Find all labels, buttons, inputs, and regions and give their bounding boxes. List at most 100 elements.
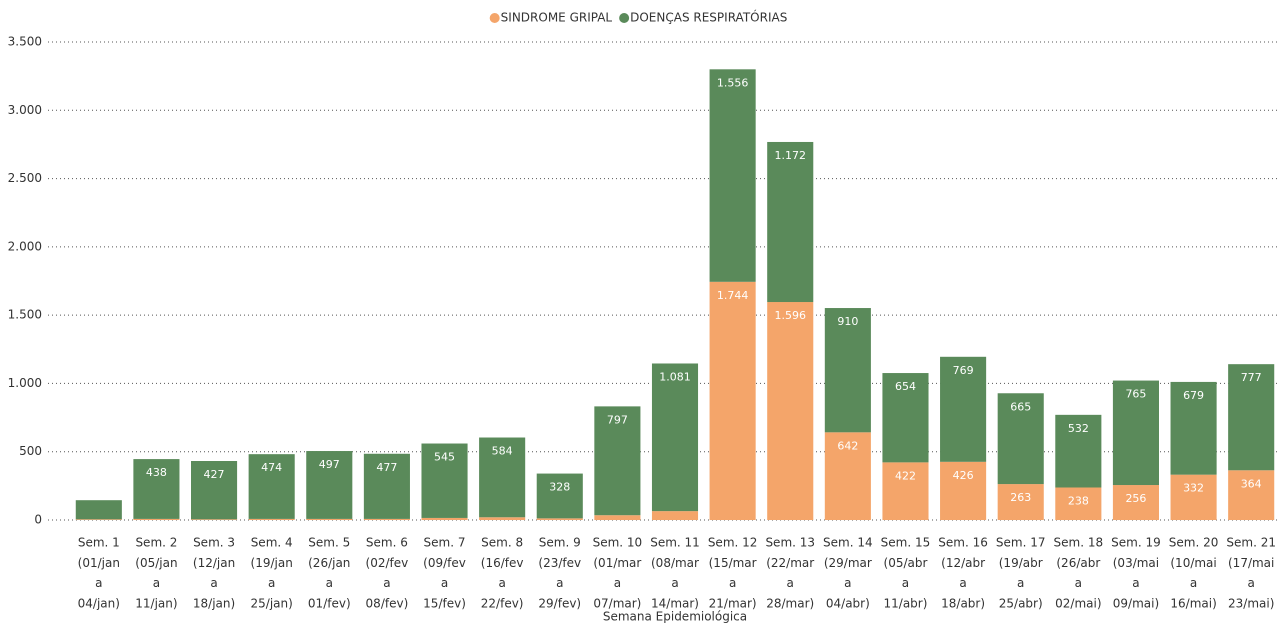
x-tick-label: (09/fev: [423, 556, 466, 570]
x-tick-label: a: [614, 576, 621, 590]
x-tick-label: (12/abr: [941, 556, 985, 570]
x-tick-label: (03/mai: [1113, 556, 1159, 570]
x-tick-label: 11/abr): [884, 596, 928, 610]
x-tick-label: (23/fev: [538, 556, 581, 570]
x-tick-label: Sem. 6: [366, 536, 408, 550]
bar-segment: [536, 518, 583, 520]
bar-segment: [651, 511, 699, 520]
bar-segment: [421, 517, 468, 520]
bar-segment: [536, 473, 583, 519]
bar-segment: [248, 518, 295, 520]
x-tick-label: a: [844, 576, 851, 590]
legend-label: SINDROME GRIPAL: [501, 11, 613, 25]
data-label: 1.081: [659, 370, 691, 383]
bar-segment: [191, 461, 238, 520]
data-label: 777: [1241, 371, 1262, 384]
bar-segment: [1055, 414, 1102, 488]
bar-segment: [75, 500, 122, 520]
x-tick-label: (01/jan: [78, 556, 120, 570]
data-label: 427: [204, 468, 225, 481]
x-tick-label: a: [959, 576, 966, 590]
x-tick-label: (08/mar: [651, 556, 699, 570]
x-tick-label: (15/mar: [709, 556, 757, 570]
bar-segment: [997, 393, 1044, 485]
x-tick-label: a: [1190, 576, 1197, 590]
x-tick-label: 25/jan): [251, 596, 293, 610]
x-tick-label: a: [95, 576, 102, 590]
x-tick-label: a: [153, 576, 160, 590]
x-tick-label: 18/abr): [941, 596, 985, 610]
bar-segment: [709, 281, 756, 520]
bar-segment: [709, 69, 756, 282]
data-label: 642: [837, 439, 858, 452]
x-tick-label: (02/fev: [366, 556, 409, 570]
bar-segment: [594, 515, 641, 520]
bar-segment: [940, 461, 987, 520]
x-tick-label: a: [210, 576, 217, 590]
x-tick-label: 28/mar): [766, 596, 814, 610]
y-tick-label: 3.500: [8, 35, 42, 49]
x-tick-label: Sem. 14: [823, 536, 873, 550]
x-tick-label: (19/abr: [999, 556, 1043, 570]
x-tick-label: a: [268, 576, 275, 590]
x-tick-label: Sem. 3: [193, 536, 235, 550]
bar-segment: [191, 519, 238, 520]
bar-segment: [306, 518, 353, 520]
x-tick-label: Sem. 11: [650, 536, 700, 550]
x-tick-label: a: [326, 576, 333, 590]
x-tick-label: 22/fev): [481, 596, 524, 610]
x-tick-label: (10/mai: [1170, 556, 1216, 570]
x-tick-label: a: [1248, 576, 1255, 590]
y-tick-label: 2.000: [8, 239, 42, 253]
bar-segment: [133, 459, 180, 519]
data-label: 364: [1241, 477, 1262, 490]
x-tick-label: 23/mai): [1228, 596, 1274, 610]
x-tick-label: 04/jan): [78, 596, 120, 610]
x-tick-label: 15/fev): [423, 596, 466, 610]
x-tick-label: Sem. 16: [938, 536, 988, 550]
x-tick-label: Sem. 18: [1054, 536, 1104, 550]
x-tick-label: a: [1075, 576, 1082, 590]
x-tick-label: Sem. 21: [1226, 536, 1276, 550]
x-tick-label: Sem. 2: [135, 536, 177, 550]
data-label: 679: [1183, 389, 1204, 402]
bar-segment: [1055, 487, 1102, 520]
x-tick-label: 25/abr): [999, 596, 1043, 610]
data-label: 765: [1125, 388, 1146, 401]
x-tick-label: a: [1017, 576, 1024, 590]
data-label: 1.744: [717, 289, 749, 302]
x-tick-label: 09/mai): [1113, 596, 1159, 610]
bar-segment: [882, 373, 929, 463]
x-tick-label: (05/jan: [135, 556, 177, 570]
x-tick-label: 01/fev): [308, 596, 351, 610]
x-tick-label: Sem. 8: [481, 536, 523, 550]
bar-segment: [997, 484, 1044, 520]
x-tick-label: 07/mar): [593, 596, 641, 610]
y-tick-label: 1.500: [8, 308, 42, 322]
data-label: 654: [895, 380, 916, 393]
x-tick-label: 02/mai): [1055, 596, 1101, 610]
x-tick-label: Sem. 5: [308, 536, 350, 550]
x-tick-label: 08/fev): [366, 596, 409, 610]
data-label: 438: [146, 466, 167, 479]
bar-segment: [1228, 470, 1275, 520]
legend-marker: [489, 13, 500, 23]
bar-segment: [1228, 364, 1275, 471]
legend-label: DOENÇAS RESPIRATÓRIAS: [630, 10, 787, 25]
x-tick-label: Sem. 10: [593, 536, 643, 550]
bar-segment: [133, 518, 180, 520]
data-label: 1.556: [717, 76, 749, 89]
bar-segment: [594, 406, 641, 516]
x-tick-label: Sem. 15: [881, 536, 931, 550]
data-label: 769: [953, 364, 974, 377]
data-label: 665: [1010, 400, 1031, 413]
x-tick-label: 29/fev): [538, 596, 581, 610]
data-label: 263: [1010, 491, 1031, 504]
bar-segment: [1170, 474, 1217, 520]
data-label: 238: [1068, 494, 1089, 507]
y-tick-label: 0: [34, 513, 42, 527]
bar-segment: [363, 453, 410, 519]
bar-segment: [421, 443, 468, 518]
x-tick-label: (26/abr: [1056, 556, 1100, 570]
